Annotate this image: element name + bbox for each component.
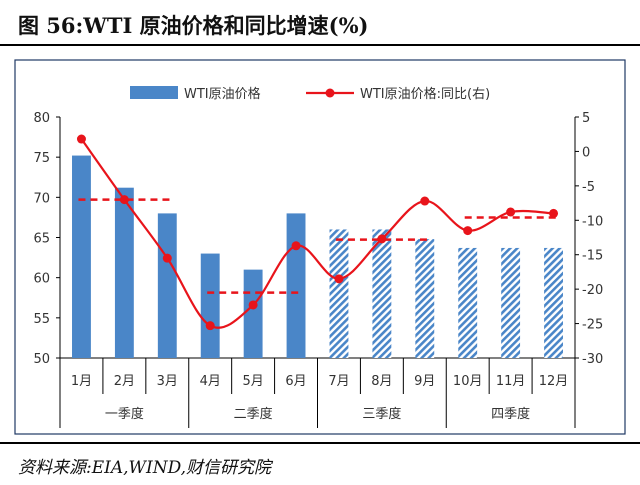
left-tick-label: 70 [33, 191, 50, 206]
right-tick-label: -15 [582, 249, 603, 264]
bar [544, 247, 563, 358]
yoy-point [162, 253, 172, 263]
x-tick-label: 10月 [453, 374, 483, 389]
yoy-point [291, 241, 301, 251]
footer-rule [0, 442, 640, 444]
right-tick-label: -10 [582, 214, 603, 229]
x-tick-label: 8月 [371, 374, 392, 389]
bar [200, 253, 220, 358]
legend: WTI原油价格 WTI原油价格:同比(右) [130, 86, 490, 102]
x-group-label: 四季度 [491, 406, 530, 422]
bar [415, 239, 435, 358]
left-tick-label: 65 [33, 232, 50, 247]
left-tick-label: 60 [33, 272, 50, 287]
legend-line-marker [325, 88, 335, 98]
bar [157, 213, 177, 358]
yoy-point [463, 226, 473, 236]
bars-layer [72, 155, 563, 358]
right-tick-label: 0 [582, 145, 590, 160]
x-group-label: 三季度 [362, 406, 401, 422]
right-tick-label: -25 [582, 318, 603, 333]
bar [243, 269, 263, 358]
source-note: 资料来源:EIA,WIND,财信研究院 [18, 458, 272, 478]
legend-line-label: WTI原油价格:同比(右) [360, 86, 490, 102]
yoy-point [248, 300, 258, 310]
x-group-label: 一季度 [105, 406, 144, 422]
bar [286, 213, 306, 358]
yoy-point [549, 208, 559, 218]
x-tick-label: 2月 [114, 374, 135, 389]
bar [458, 247, 478, 358]
yoy-line [80, 138, 554, 329]
left-tick-label: 75 [33, 151, 50, 166]
right-tick-label: -5 [582, 180, 595, 195]
x-group-label: 二季度 [234, 406, 273, 422]
right-tick-label: 5 [582, 111, 590, 126]
axes-layer: 50 55 60 65 70 75 80 -30 -25 -20 -15 -10 -5 0 5 1月 2月 3月 4… [33, 111, 603, 428]
left-tick-label: 55 [33, 312, 50, 327]
yoy-point [334, 274, 344, 284]
chart-title: 图 56:WTI 原油价格和同比增速(%) [18, 13, 369, 38]
x-tick-label: 11月 [496, 374, 526, 389]
yoy-point [119, 195, 129, 205]
yoy-point [76, 134, 86, 144]
right-tick-label: -30 [582, 352, 603, 367]
bar [329, 229, 349, 358]
yoy-point [205, 321, 215, 331]
right-tick-label: -20 [582, 283, 603, 298]
x-tick-label: 9月 [414, 374, 435, 389]
x-tick-label: 7月 [328, 374, 349, 389]
x-tick-label: 3月 [157, 374, 178, 389]
x-tick-label: 4月 [200, 374, 221, 389]
bar [72, 155, 91, 358]
bar [114, 187, 134, 358]
chart-frame [14, 59, 626, 435]
chart-canvas: 50 55 60 65 70 75 80 -30 -25 -20 -15 -10 -5 0 5 1月 2月 3月 4… [14, 59, 626, 435]
left-tick-label: 50 [33, 352, 50, 367]
title-rule [0, 44, 640, 46]
x-tick-label: 12月 [539, 374, 569, 389]
quarter-average-layer [78, 198, 557, 294]
bar [372, 229, 392, 358]
yoy-point [506, 207, 516, 217]
legend-bar-label: WTI原油价格 [184, 86, 261, 102]
x-tick-label: 6月 [285, 374, 306, 389]
x-tick-label: 5月 [242, 374, 263, 389]
yoy-point [377, 234, 387, 244]
yoy-point [420, 196, 430, 206]
legend-bar-swatch [130, 86, 178, 99]
bar [501, 247, 521, 358]
left-tick-label: 80 [33, 111, 50, 126]
line-layer [76, 134, 559, 331]
x-tick-label: 1月 [71, 374, 92, 389]
